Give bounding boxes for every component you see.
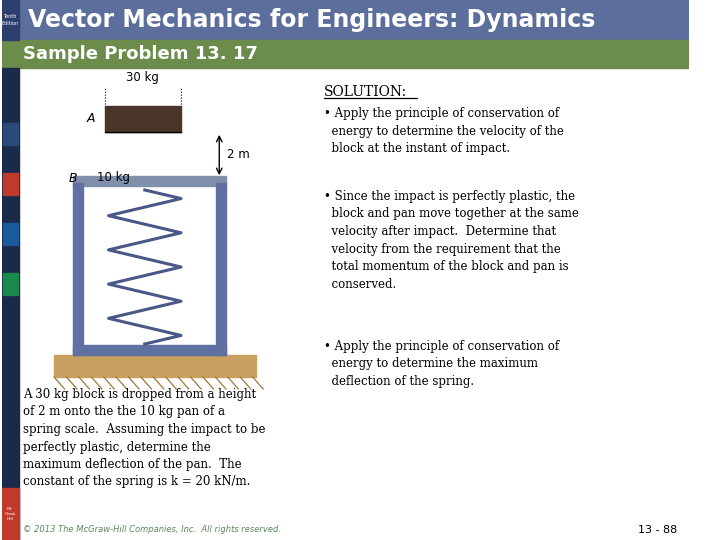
Text: Sample Problem 13. 17: Sample Problem 13. 17 [22,45,258,63]
Bar [54,355,256,377]
Bar [73,345,226,355]
Bar [3,123,18,145]
Text: © 2013 The McGraw-Hill Companies, Inc.  All rights reserved.: © 2013 The McGraw-Hill Companies, Inc. A… [22,525,281,535]
Bar [1,0,689,40]
Bar [1,68,19,540]
Text: B: B [69,172,78,185]
Bar [104,106,181,132]
Bar [1,40,689,68]
Text: SOLUTION:: SOLUTION: [324,85,408,99]
Text: A 30 kg block is dropped from a height
of 2 m onto the the 10 kg pan of a
spring: A 30 kg block is dropped from a height o… [22,388,265,489]
Text: • Apply the principle of conservation of
  energy to determine the velocity of t: • Apply the principle of conservation of… [324,107,564,155]
Bar [1,488,19,540]
Text: 2 m: 2 m [227,148,250,161]
Bar [3,273,18,295]
Bar [3,323,18,345]
Text: Tenth
Edition: Tenth Edition [1,15,19,25]
Bar [19,68,689,540]
Text: Vector Mechanics for Engineers: Dynamics: Vector Mechanics for Engineers: Dynamics [28,8,595,32]
Text: 13 - 88: 13 - 88 [638,525,678,535]
Text: A: A [87,112,96,125]
Text: 30 kg: 30 kg [127,71,159,84]
Text: 10 kg: 10 kg [97,172,130,185]
Text: • Since the impact is perfectly plastic, the
  block and pan move together at th: • Since the impact is perfectly plastic,… [324,190,579,291]
Bar [3,173,18,195]
Bar [1,0,19,40]
Bar [217,183,226,355]
Bar [3,223,18,245]
Bar [73,176,226,186]
Text: Mc
Graw
Hill: Mc Graw Hill [4,508,16,521]
Bar [73,183,83,355]
Text: • Apply the principle of conservation of
  energy to determine the maximum
  def: • Apply the principle of conservation of… [324,340,559,388]
